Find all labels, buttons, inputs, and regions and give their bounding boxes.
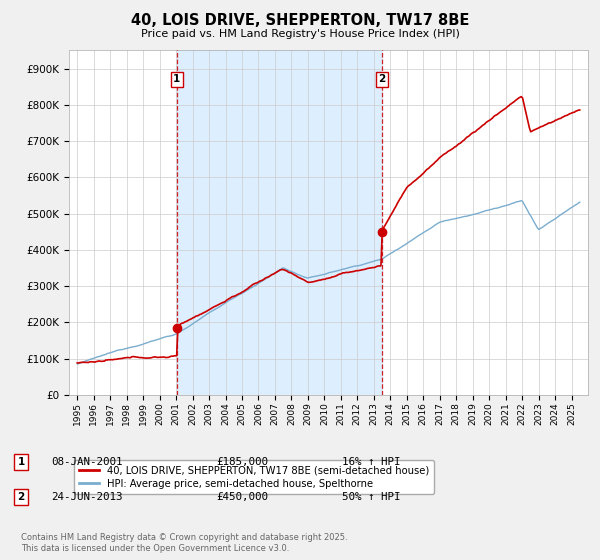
Text: 1: 1: [173, 74, 181, 85]
Text: 2: 2: [17, 492, 25, 502]
Text: 1: 1: [17, 457, 25, 467]
Legend: 40, LOIS DRIVE, SHEPPERTON, TW17 8BE (semi-detached house), HPI: Average price, : 40, LOIS DRIVE, SHEPPERTON, TW17 8BE (se…: [74, 460, 434, 493]
Text: 24-JUN-2013: 24-JUN-2013: [51, 492, 122, 502]
Text: 40, LOIS DRIVE, SHEPPERTON, TW17 8BE: 40, LOIS DRIVE, SHEPPERTON, TW17 8BE: [131, 13, 469, 28]
Text: Price paid vs. HM Land Registry's House Price Index (HPI): Price paid vs. HM Land Registry's House …: [140, 29, 460, 39]
Text: 08-JAN-2001: 08-JAN-2001: [51, 457, 122, 467]
Text: 16% ↑ HPI: 16% ↑ HPI: [342, 457, 401, 467]
Text: 2: 2: [379, 74, 386, 85]
Text: 50% ↑ HPI: 50% ↑ HPI: [342, 492, 401, 502]
Text: £450,000: £450,000: [216, 492, 268, 502]
Text: Contains HM Land Registry data © Crown copyright and database right 2025.
This d: Contains HM Land Registry data © Crown c…: [21, 533, 347, 553]
Bar: [177, 50, 382, 395]
Text: £185,000: £185,000: [216, 457, 268, 467]
